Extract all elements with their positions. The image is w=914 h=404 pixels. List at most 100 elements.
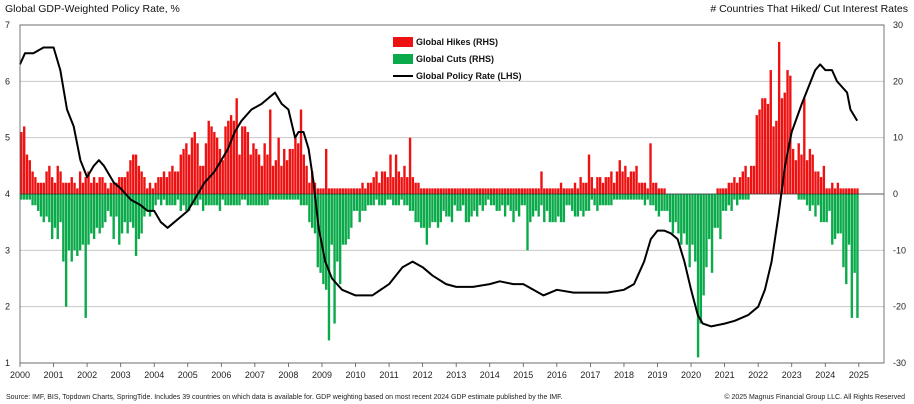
hike-bar: [90, 182, 93, 194]
cut-bar: [501, 194, 504, 206]
cut-bar: [280, 194, 283, 200]
hike-bar: [137, 165, 141, 194]
cut-bar: [81, 194, 85, 245]
cut-bar: [601, 194, 605, 206]
x-axis-tick-label: 2024: [815, 370, 835, 380]
cut-bar: [842, 194, 845, 268]
legend-label: Global Policy Rate (LHS): [416, 71, 522, 81]
cut-bar: [118, 194, 121, 245]
hike-bar: [775, 120, 778, 194]
hike-bar: [336, 188, 339, 194]
cut-bar: [87, 194, 90, 245]
cut-bar: [123, 194, 127, 223]
hike-bar: [199, 165, 202, 194]
x-axis-tick-label: 2004: [144, 370, 164, 380]
cut-bar: [347, 194, 350, 240]
cut-bar: [576, 194, 580, 217]
cut-bar: [582, 194, 585, 217]
hike-bar: [475, 188, 479, 194]
right-axis-tick: -30: [893, 358, 906, 368]
cut-bar: [492, 194, 496, 206]
hike-bar: [257, 154, 261, 194]
hike-bar: [394, 154, 398, 194]
cut-bar: [95, 194, 99, 228]
hike-bar: [828, 188, 831, 194]
hike-bar: [724, 188, 728, 194]
cut-bar: [394, 194, 398, 206]
hike-bar: [344, 188, 347, 194]
cut-bar: [316, 194, 319, 268]
hike-bar: [657, 188, 661, 194]
hike-bar: [358, 188, 361, 194]
cut-bar: [520, 194, 524, 206]
hike-bar: [780, 98, 784, 194]
hike-bar: [260, 165, 264, 194]
cut-bar: [738, 194, 742, 200]
hike-bar: [786, 70, 789, 194]
cut-bar: [805, 194, 809, 206]
hike-bar: [537, 188, 540, 194]
cut-bar: [299, 194, 303, 206]
cut-bar: [39, 194, 43, 217]
hike-bar: [722, 188, 725, 194]
hike-bar: [741, 171, 744, 194]
hike-bar: [856, 188, 859, 194]
cut-bar: [624, 194, 627, 200]
cut-bar: [257, 194, 261, 206]
copyright-note: © 2025 Magnus Financial Group LLC. All R…: [724, 394, 905, 401]
cut-bar: [238, 194, 241, 206]
hike-bar: [515, 188, 518, 194]
hike-bar: [39, 182, 43, 194]
cut-bar: [375, 194, 378, 200]
cut-bar: [84, 194, 87, 318]
hike-bar: [484, 188, 487, 194]
cut-bar: [406, 194, 409, 206]
cut-bar: [716, 194, 719, 228]
cut-bar: [243, 194, 247, 200]
x-axis-tick-label: 2003: [111, 370, 131, 380]
cut-bar: [288, 194, 292, 200]
hike-bar: [48, 165, 51, 194]
hike-bar: [791, 148, 795, 194]
hike-bar: [28, 160, 31, 194]
hike-bar: [811, 154, 814, 194]
cut-bar: [733, 194, 736, 200]
hike-bar: [604, 177, 607, 194]
hike-bar: [654, 182, 658, 194]
cut-bar: [450, 194, 454, 223]
hike-bar: [420, 188, 423, 194]
cut-bar: [431, 194, 434, 223]
hike-bar: [134, 154, 138, 194]
hike-bar: [101, 177, 104, 194]
hike-bar: [95, 182, 99, 194]
hike-bar: [736, 182, 739, 194]
cut-bar: [593, 194, 596, 206]
cut-bar: [324, 194, 328, 290]
x-axis-tick-label: 2025: [849, 370, 869, 380]
cut-bar: [336, 194, 339, 262]
hike-bar: [271, 165, 275, 194]
hike-bar: [749, 165, 753, 194]
left-axis-tick: 6: [5, 76, 10, 86]
hike-bar: [263, 143, 266, 194]
legend-label: Global Hikes (RHS): [416, 37, 498, 47]
hike-bar: [800, 154, 803, 194]
hike-bar: [120, 177, 124, 194]
cut-bar: [341, 194, 345, 245]
cut-bar: [23, 194, 26, 200]
cut-bar: [148, 194, 152, 217]
hike-bar: [414, 182, 417, 194]
cut-bar: [640, 194, 644, 200]
hike-bar: [78, 171, 82, 194]
cut-bar: [327, 194, 331, 341]
hike-bar: [593, 188, 596, 194]
cut-bar: [677, 194, 680, 234]
right-axis-title: # Countries That Hiked/ Cut Interest Rat…: [710, 3, 908, 15]
hike-bar: [517, 188, 521, 194]
cut-bar: [291, 194, 294, 200]
hike-bar: [36, 182, 40, 194]
hike-bar: [498, 188, 501, 194]
cut-bar: [403, 194, 406, 206]
hike-bar: [299, 109, 303, 194]
x-axis-tick-label: 2021: [715, 370, 735, 380]
